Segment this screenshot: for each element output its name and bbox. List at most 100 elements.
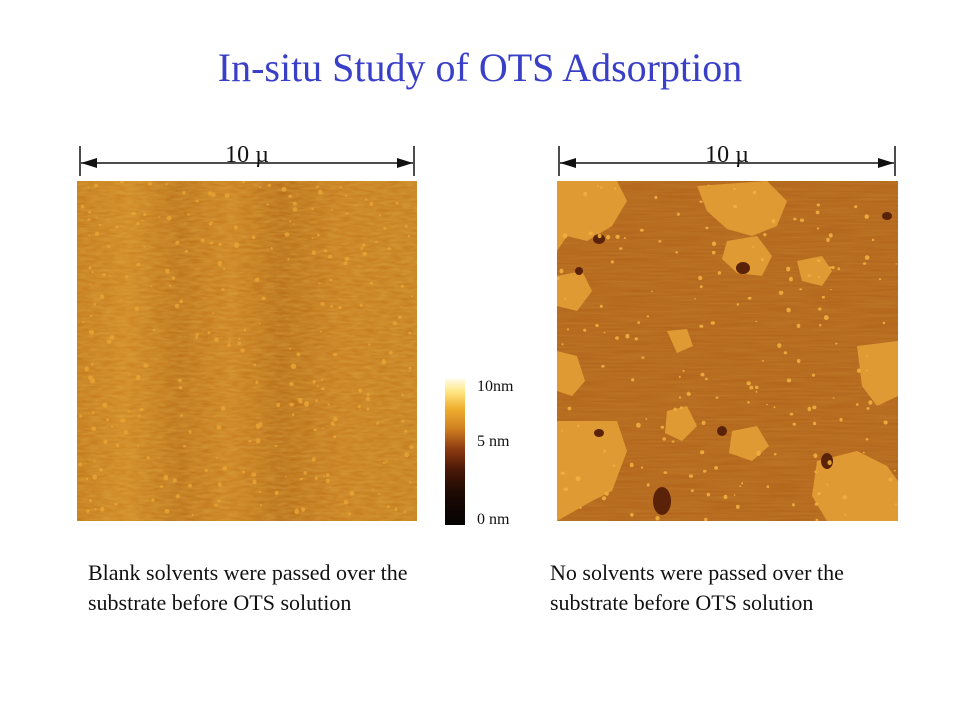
surface-particle: [603, 331, 606, 334]
surface-particle: [561, 343, 564, 346]
surface-particle: [749, 385, 754, 390]
surface-particle: [711, 241, 717, 247]
surface-particle: [376, 422, 379, 425]
surface-particle: [91, 270, 94, 274]
surface-particle: [91, 426, 97, 431]
surface-particle: [862, 262, 867, 265]
surface-particle: [771, 219, 776, 224]
surface-particle: [332, 352, 338, 357]
surface-particle: [311, 250, 317, 255]
surface-particle: [125, 275, 129, 279]
surface-particle: [360, 246, 364, 250]
surface-particle: [151, 498, 155, 502]
surface-particle: [675, 251, 679, 254]
surface-particle: [93, 302, 96, 306]
surface-particle: [139, 408, 144, 412]
surface-particle: [832, 397, 835, 399]
surface-particle: [114, 503, 118, 506]
surface-particle: [694, 297, 696, 300]
surface-particle: [78, 462, 83, 467]
surface-particle: [707, 184, 710, 187]
surface-particle: [182, 445, 187, 448]
surface-particle: [86, 509, 90, 513]
surface-particle: [102, 272, 106, 277]
surface-particle: [259, 186, 262, 189]
surface-particle: [292, 201, 297, 206]
surface-particle: [893, 469, 896, 472]
surface-particle: [175, 240, 180, 245]
surface-particle: [408, 366, 412, 370]
surface-particle: [100, 506, 105, 512]
surface-particle: [289, 381, 294, 386]
surface-particle: [816, 227, 820, 230]
surface-particle: [333, 435, 337, 439]
surface-particle: [143, 213, 147, 217]
surface-particle: [865, 438, 869, 441]
surface-particle: [99, 294, 105, 299]
surface-particle: [180, 414, 183, 417]
surface-particle: [165, 268, 170, 274]
surface-particle: [267, 183, 272, 187]
surface-particle: [856, 403, 859, 406]
surface-particle: [868, 400, 873, 405]
surface-particle: [166, 215, 172, 221]
surface-particle: [637, 321, 641, 324]
surface-particle: [579, 506, 582, 509]
surface-particle: [187, 483, 193, 488]
surface-particle: [136, 222, 140, 226]
surface-particle: [288, 347, 292, 350]
surface-particle: [147, 182, 153, 186]
surface-particle: [766, 403, 768, 406]
surface-particle: [411, 295, 413, 298]
surface-particle: [401, 419, 405, 423]
surface-particle: [168, 284, 172, 287]
surface-particle: [214, 504, 218, 507]
surface-particle: [699, 200, 703, 203]
surface-particle: [813, 421, 817, 426]
surface-particle: [89, 283, 92, 285]
surface-particle: [357, 405, 362, 408]
surface-particle: [817, 492, 821, 496]
surface-particle: [317, 385, 319, 387]
surface-particle: [604, 491, 609, 496]
surface-particle: [195, 333, 199, 336]
surface-particle: [575, 475, 581, 482]
surface-particle: [311, 237, 314, 239]
surface-particle: [184, 249, 189, 253]
surface-particle: [752, 245, 755, 248]
surface-particle: [699, 285, 703, 289]
surface-particle: [878, 278, 882, 281]
surface-particle: [294, 508, 300, 515]
surface-particle: [559, 268, 564, 274]
right-scale-bar: 10 µ: [556, 142, 898, 178]
surface-particle: [326, 478, 330, 484]
surface-particle: [816, 259, 821, 262]
surface-particle: [597, 233, 602, 239]
surface-particle: [343, 261, 348, 266]
surface-particle: [710, 321, 715, 325]
surface-particle: [812, 405, 817, 410]
surface-particle: [312, 379, 316, 384]
surface-particle: [819, 323, 822, 327]
right-caption: No solvents were passed over the substra…: [550, 560, 844, 615]
surface-particle: [172, 478, 177, 483]
surface-particle: [409, 445, 414, 450]
surface-particle: [93, 183, 99, 188]
surface-particle: [807, 406, 812, 412]
surface-particle: [407, 234, 411, 238]
surface-particle: [811, 373, 816, 377]
surface-particle: [599, 304, 603, 308]
surface-particle: [255, 380, 259, 384]
surface-particle: [409, 481, 412, 484]
surface-particle: [227, 343, 231, 347]
surface-particle: [660, 425, 665, 429]
surface-particle: [375, 240, 378, 243]
right-scale-arrow: [558, 146, 896, 176]
surface-particle: [204, 468, 208, 472]
surface-particle: [680, 406, 683, 409]
surface-particle: [320, 378, 323, 382]
surface-particle: [182, 191, 186, 195]
surface-particle: [706, 492, 711, 497]
surface-particle: [165, 183, 168, 186]
surface-particle: [326, 473, 330, 477]
